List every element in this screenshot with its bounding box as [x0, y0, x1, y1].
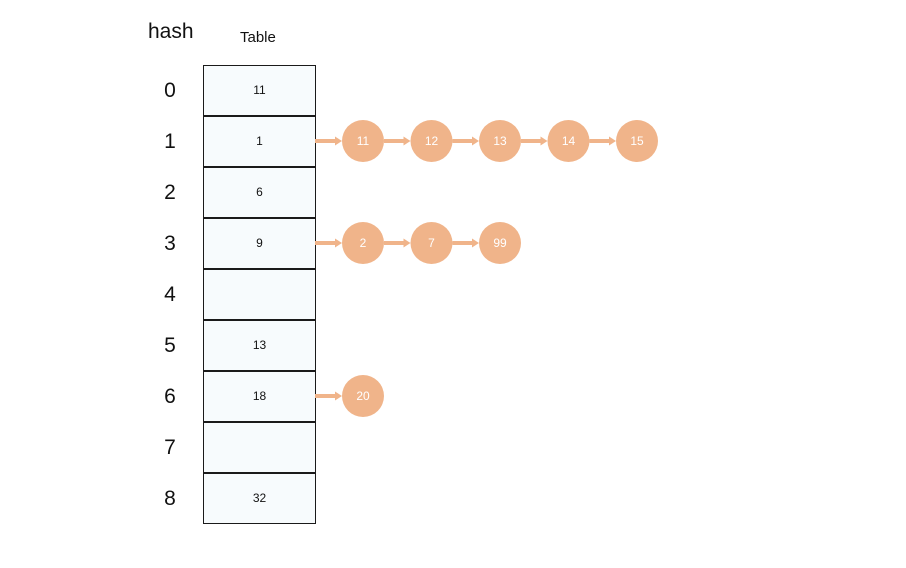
table-cell-value: 6 — [256, 185, 263, 199]
index-label: 0 — [164, 79, 176, 102]
table-column-header: Table — [240, 29, 276, 46]
table-cell: 11 — [203, 65, 316, 116]
chain-arrow-head — [335, 136, 342, 146]
table-cell: 9 — [203, 218, 316, 269]
index-label: 4 — [164, 283, 176, 306]
chain-arrow-head — [335, 391, 342, 401]
chain-node — [410, 120, 453, 162]
table-cell-value: 18 — [252, 389, 267, 403]
chain-arrow-head — [540, 136, 548, 146]
index-label: 8 — [164, 487, 176, 510]
chain-node-value: 13 — [493, 134, 507, 148]
table-cell: 32 — [203, 473, 316, 524]
table-cell — [203, 269, 316, 320]
table-cell-value: 13 — [252, 338, 267, 352]
table-cell-value: 32 — [252, 491, 267, 505]
chain-node — [342, 120, 384, 162]
chain-node — [342, 375, 384, 417]
chain-node — [547, 120, 590, 162]
chain-node-value: 7 — [428, 236, 435, 250]
table-cell: 6 — [203, 167, 316, 218]
chain-arrow-head — [335, 238, 342, 248]
chain-node-value: 20 — [356, 389, 370, 403]
table-cell — [203, 422, 316, 473]
chain-node — [479, 222, 521, 264]
table-cell: 13 — [203, 320, 316, 371]
chain-node — [479, 120, 521, 162]
chain-node-value: 12 — [425, 134, 439, 148]
chain-node — [410, 222, 453, 264]
chain-arrow-head — [403, 136, 411, 146]
chain-node-value: 14 — [562, 134, 576, 148]
hash-column-header: hash — [148, 20, 194, 43]
table-cell-value: 11 — [253, 83, 266, 97]
chain-node — [616, 120, 658, 162]
chain-node-value: 99 — [493, 236, 507, 250]
index-label: 6 — [164, 385, 176, 408]
index-label: 1 — [164, 130, 176, 153]
chain-arrow-head — [472, 238, 479, 248]
table-cell: 1 — [203, 116, 316, 167]
table-cell: 18 — [203, 371, 316, 422]
chain-arrow-head — [403, 238, 411, 248]
table-cell-value: 1 — [256, 134, 263, 148]
chain-node-value: 15 — [630, 134, 644, 148]
table-cell-value: 9 — [256, 236, 263, 250]
index-label: 7 — [164, 436, 176, 459]
chain-arrow-head — [472, 136, 479, 146]
chain-node-value: 11 — [357, 134, 370, 148]
index-label: 3 — [164, 232, 176, 255]
index-label: 5 — [164, 334, 176, 357]
chain-arrow-head — [609, 136, 616, 146]
index-label: 2 — [164, 181, 176, 204]
chain-node — [342, 222, 384, 264]
chain-node-value: 2 — [360, 236, 367, 250]
